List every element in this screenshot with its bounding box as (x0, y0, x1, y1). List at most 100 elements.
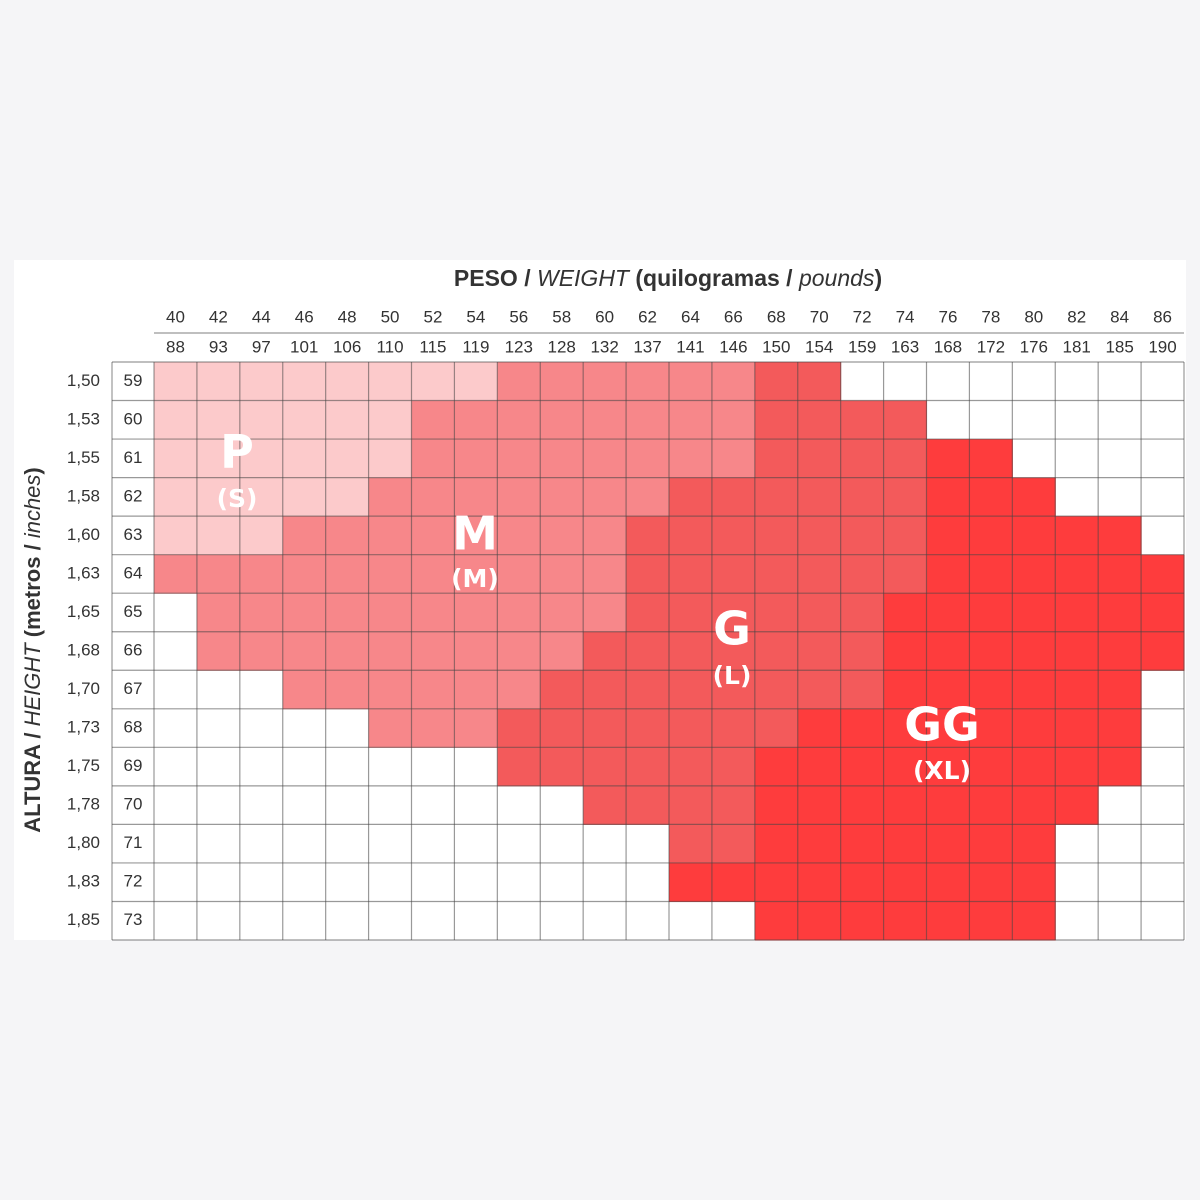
size-cell (797, 516, 842, 556)
size-cell (840, 785, 885, 825)
size-cell (239, 516, 284, 556)
size-cell (711, 824, 756, 864)
size-cell (711, 862, 756, 902)
kg-label: 62 (638, 307, 657, 326)
size-cell (583, 670, 627, 710)
size-cell (368, 670, 412, 710)
size-cell (1098, 631, 1142, 671)
kg-label: 42 (209, 307, 228, 326)
size-cell (497, 747, 541, 787)
size-cell (669, 439, 713, 479)
size-cell (797, 439, 842, 479)
kg-label: 64 (681, 307, 700, 326)
size-cell (669, 670, 713, 710)
size-cell (239, 439, 284, 479)
size-cell (711, 477, 756, 517)
title-part: pounds (798, 265, 875, 291)
size-cell (497, 477, 541, 517)
size-cell (239, 593, 284, 633)
size-cell (1055, 631, 1099, 671)
size-cell (282, 670, 327, 710)
size-cell (883, 554, 927, 594)
size-cell (196, 439, 241, 479)
size-cell (626, 631, 670, 671)
size-cell (1098, 670, 1142, 710)
size-label: P (220, 425, 254, 479)
size-cell (969, 516, 1013, 556)
size-sub-label: (S) (217, 484, 258, 513)
size-cell (497, 708, 541, 748)
size-cell (926, 747, 970, 787)
size-cell (411, 554, 455, 594)
size-cell (754, 747, 799, 787)
size-cell (154, 362, 198, 402)
size-cell (540, 439, 584, 479)
size-cell (540, 362, 584, 402)
lbs-label: 168 (934, 337, 962, 356)
size-cell (926, 631, 970, 671)
size-cell (411, 439, 455, 479)
title: PESO / WEIGHT (quilogramas / pounds) (454, 265, 882, 291)
inches-label: 71 (124, 833, 143, 852)
lbs-label: 190 (1148, 337, 1176, 356)
lbs-label: 172 (977, 337, 1005, 356)
size-cell (454, 516, 498, 556)
size-cell (883, 824, 927, 864)
kg-label: 48 (338, 307, 357, 326)
size-cell (497, 631, 541, 671)
size-cell (669, 824, 713, 864)
inches-label: 66 (124, 640, 143, 659)
size-cell (883, 400, 927, 440)
size-cell (840, 554, 885, 594)
size-cell (540, 477, 584, 517)
inches-label: 67 (124, 679, 143, 698)
inches-label: 72 (124, 872, 143, 891)
size-cell (669, 708, 713, 748)
size-cell (583, 516, 627, 556)
meters-label: 1,65 (67, 602, 100, 621)
inches-label: 73 (124, 910, 143, 929)
size-cell (1012, 670, 1056, 710)
size-cell (1012, 593, 1056, 633)
size-cell (797, 593, 842, 633)
size-cell (154, 516, 198, 556)
size-cell (626, 362, 670, 402)
size-cell (1012, 631, 1056, 671)
kg-label: 58 (552, 307, 571, 326)
size-cell (754, 554, 799, 594)
size-cell (239, 631, 284, 671)
size-cell (669, 477, 713, 517)
size-cell (454, 708, 498, 748)
size-cell (883, 862, 927, 902)
side-title-part: ) (20, 467, 45, 474)
size-cell (154, 477, 198, 517)
size-cell (797, 824, 842, 864)
kg-label: 68 (767, 307, 786, 326)
size-cell (196, 554, 241, 594)
size-cell (969, 439, 1013, 479)
size-cell (754, 708, 799, 748)
size-cell (883, 516, 927, 556)
size-cell (883, 785, 927, 825)
size-cell (1055, 554, 1099, 594)
size-cell (669, 554, 713, 594)
size-cell (454, 477, 498, 517)
size-cell (368, 477, 412, 517)
size-cell (969, 785, 1013, 825)
size-cell (711, 747, 756, 787)
size-cell (840, 477, 885, 517)
size-cell (626, 477, 670, 517)
lbs-label: 132 (590, 337, 618, 356)
size-cell (926, 862, 970, 902)
lbs-label: 150 (762, 337, 790, 356)
kg-label: 80 (1024, 307, 1043, 326)
kg-label: 82 (1067, 307, 1086, 326)
size-cell (583, 593, 627, 633)
size-cell (583, 362, 627, 402)
kg-label: 84 (1110, 307, 1129, 326)
size-cell (669, 747, 713, 787)
size-cell (540, 631, 584, 671)
size-cell (840, 747, 885, 787)
size-cell (797, 631, 842, 671)
